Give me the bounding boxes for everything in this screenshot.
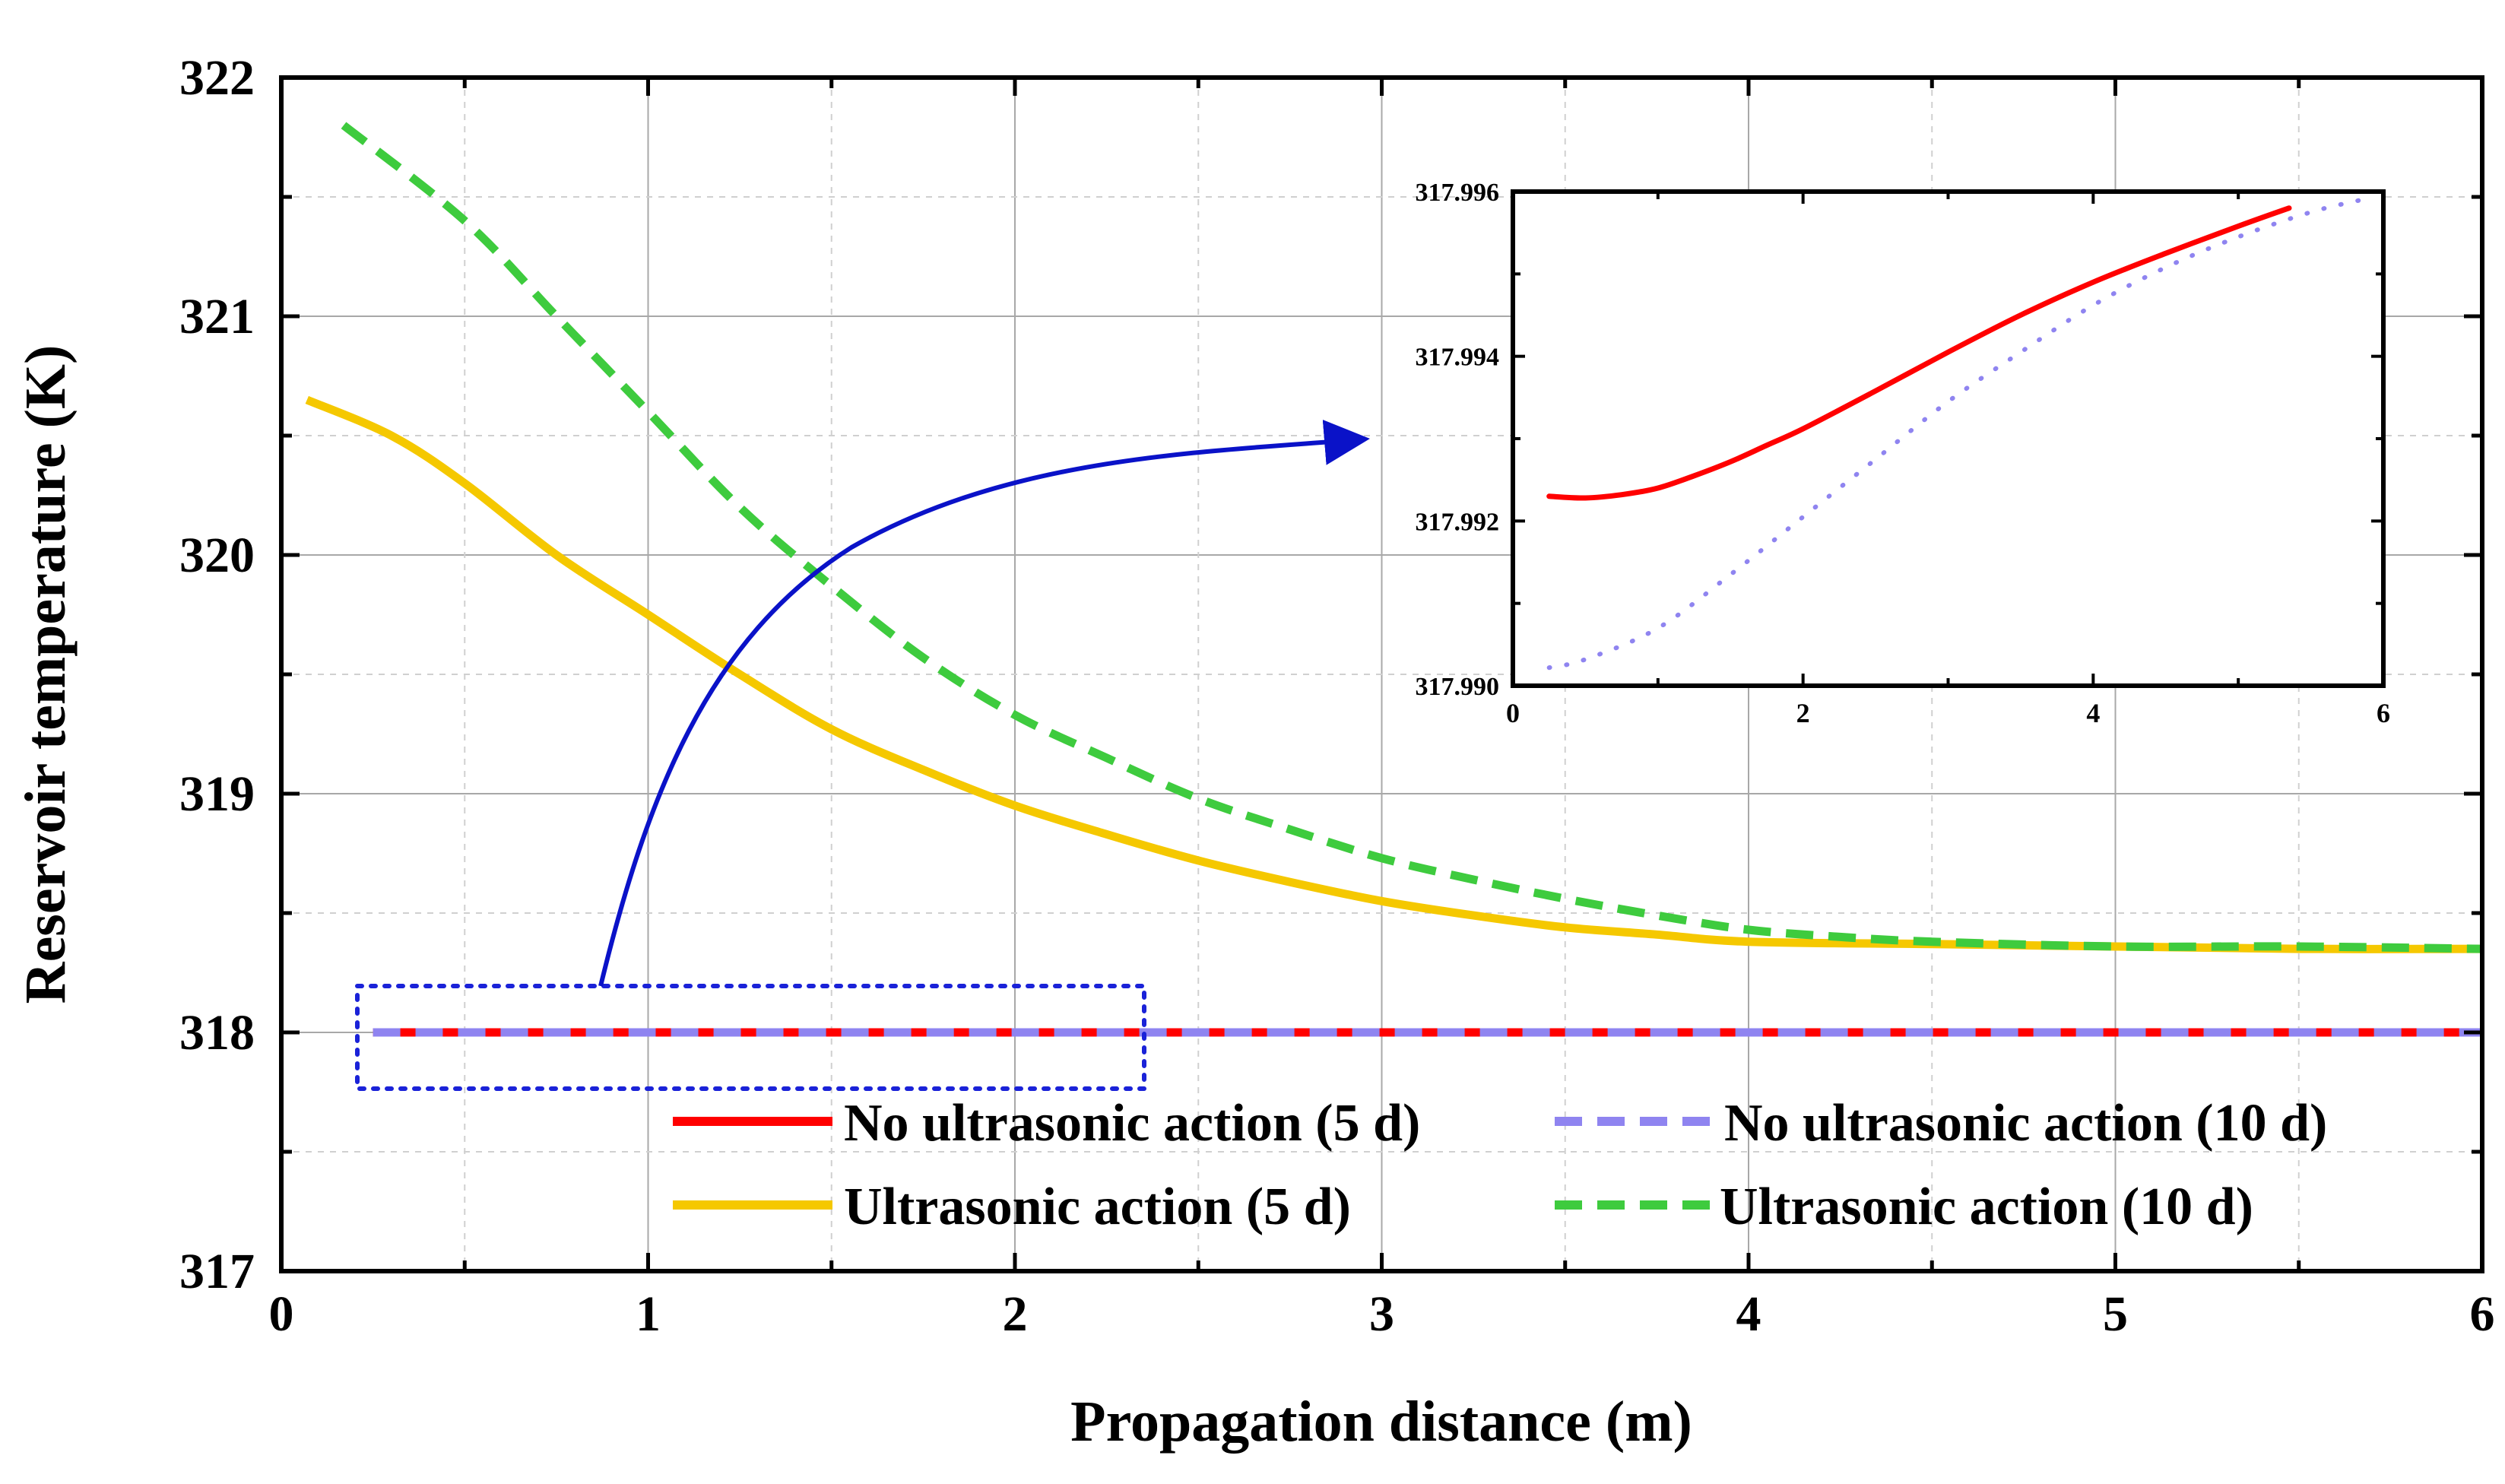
main-series: [305, 122, 2482, 1037]
inset-x-tick-labels: 0 2 4 6: [1506, 698, 2390, 728]
x-tick-label-3: 3: [1369, 1286, 1394, 1342]
y-tick-label-320: 320: [179, 528, 255, 583]
main-ticks: [279, 75, 2484, 1273]
x-tick-label-2: 2: [1003, 1286, 1028, 1342]
inset-y-tick-label-317.996: 317.996: [1416, 179, 1500, 207]
series-line-ultrasonic-action-10-d: [341, 122, 2482, 953]
x-tick-label-4: 4: [1736, 1286, 1761, 1342]
inset-y-tick-labels: 317.990 317.992 317.994 317.996: [1416, 179, 1500, 701]
inset-x-tick-label-2: 2: [1796, 698, 1810, 728]
inset-x-tick-label-4: 4: [2086, 698, 2100, 728]
x-tick-label-0: 0: [269, 1286, 294, 1342]
x-axis-label: Propagation distance (m): [1070, 1390, 1692, 1454]
zoom-region-box: [355, 984, 1146, 1091]
legend-label-ultrasonic-10d: Ultrasonic action (10 d): [1720, 1178, 2253, 1236]
main-y-tick-labels: 317 318 319 320 321 322: [179, 50, 255, 1299]
y-tick-label-321: 321: [179, 289, 255, 344]
inset-y-tick-label-317.994: 317.994: [1416, 344, 1500, 372]
y-tick-label-322: 322: [179, 50, 255, 106]
x-tick-label-6: 6: [2470, 1286, 2495, 1342]
inset-x-tick-label-0: 0: [1506, 698, 1520, 728]
inset-y-tick-label-317.990: 317.990: [1416, 673, 1500, 701]
x-tick-label-5: 5: [2103, 1286, 2128, 1342]
inset-x-tick-label-6: 6: [2377, 698, 2390, 728]
y-tick-label-317: 317: [179, 1244, 255, 1299]
legend-label-no-ultrasonic-5d: No ultrasonic action (5 d): [844, 1094, 1420, 1153]
x-tick-label-1: 1: [636, 1286, 661, 1342]
main-x-tick-labels: 0 1 2 3 4 5 6: [269, 1286, 2495, 1342]
y-axis-label: Reservoir temperature (K): [14, 345, 78, 1004]
legend-label-ultrasonic-5d: Ultrasonic action (5 d): [844, 1178, 1351, 1236]
inset-y-tick-label-317.992: 317.992: [1416, 508, 1500, 536]
y-tick-label-319: 319: [179, 766, 255, 822]
zoom-arrow: [598, 419, 1370, 987]
inset-series-line-no-ultrasonic-action-5-d: [1546, 205, 2292, 501]
legend-label-no-ultrasonic-10d: No ultrasonic action (10 d): [1724, 1094, 2327, 1153]
inset-ticks: [1511, 190, 2385, 687]
inset-series: [1546, 197, 2364, 671]
inset-background: [1513, 192, 2383, 686]
y-tick-label-318: 318: [179, 1005, 255, 1061]
legend: No ultrasonic action (5 d) No ultrasonic…: [673, 1094, 2327, 1236]
